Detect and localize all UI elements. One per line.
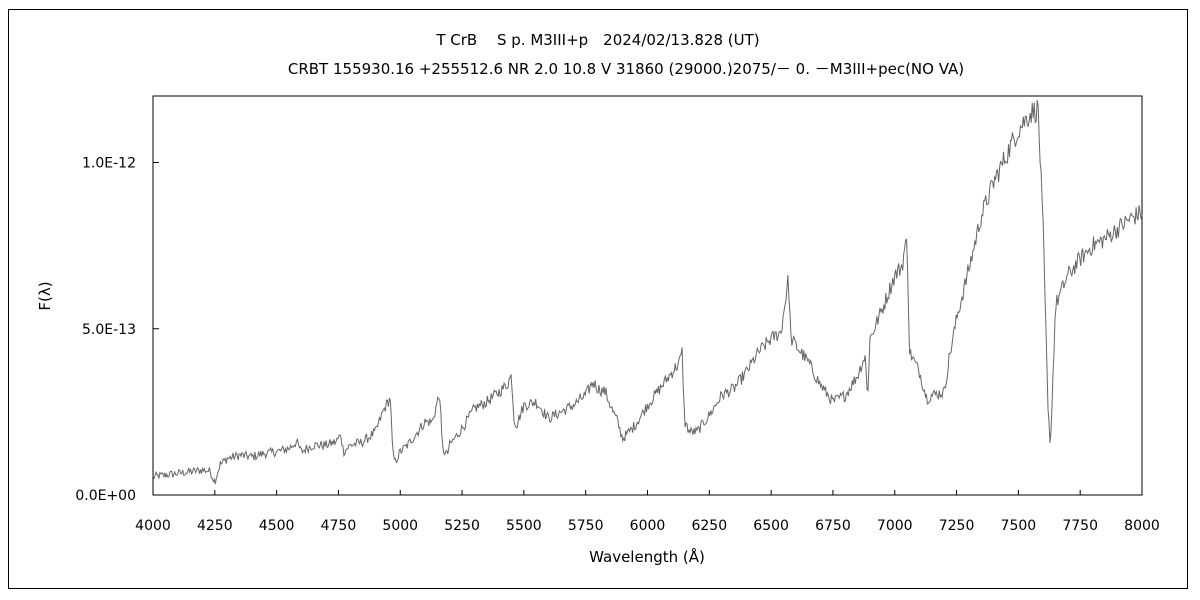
x-tick-label: 7000 — [877, 518, 913, 534]
y-tick-label: 1.0E-12 — [82, 156, 136, 172]
x-tick-label: 6000 — [630, 518, 666, 534]
y-axis: 0.0E+00 5.0E-13 1.0E-12 — [75, 156, 159, 504]
x-tick-label: 6250 — [691, 518, 727, 534]
plot-area — [152, 95, 1143, 496]
x-tick-label: 5750 — [568, 518, 604, 534]
x-tick-label: 8000 — [1124, 518, 1160, 534]
x-tick-label: 4000 — [135, 518, 171, 534]
x-tick-label: 6750 — [815, 518, 851, 534]
x-tick-label: 6500 — [753, 518, 789, 534]
y-tick-label: 5.0E-13 — [82, 322, 136, 338]
x-tick-label: 5250 — [444, 518, 480, 534]
x-tick-label: 4750 — [321, 518, 357, 534]
x-tick-label: 5500 — [506, 518, 542, 534]
y-axis-label: F(λ) — [36, 281, 54, 310]
chart-frame — [8, 9, 1188, 589]
x-tick-label: 7250 — [939, 518, 975, 534]
spectrum-line — [152, 100, 1143, 485]
x-tick-label: 4250 — [197, 518, 233, 534]
chart-subtitle: CRBT 155930.16 +255512.6 NR 2.0 10.8 V 3… — [288, 60, 964, 78]
x-tick-label: 7750 — [1062, 518, 1098, 534]
y-tick-label: 0.0E+00 — [75, 488, 136, 504]
x-axis-label: Wavelength (Å) — [589, 547, 705, 566]
x-tick-label: 4500 — [259, 518, 295, 534]
x-tick-label: 7500 — [1001, 518, 1037, 534]
x-axis: 4000 4250 4500 4750 5000 5250 5500 5750 6000 6250… — [135, 490, 1160, 534]
chart-title: T CrB S p. M3III+p 2024/02/13.828 (UT) — [435, 31, 759, 49]
x-tick-label: 5000 — [382, 518, 418, 534]
